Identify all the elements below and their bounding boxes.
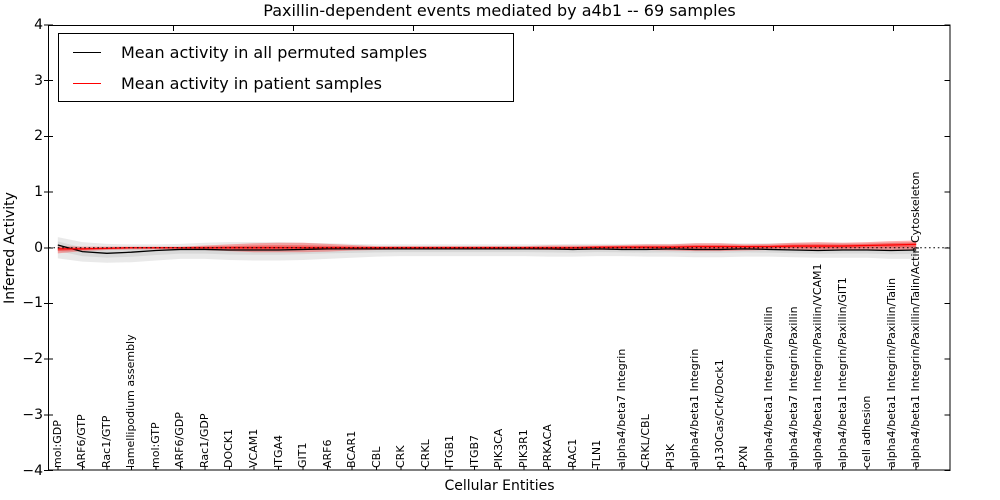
y-tick-label: −4	[22, 462, 43, 479]
x-tick-label: p130Cas/Crk/Dock1	[712, 358, 726, 468]
permuted-band-inner	[57, 241, 917, 258]
x-tick-label: ITGB1	[443, 434, 457, 468]
y-tick-label: −1	[22, 295, 43, 312]
x-tick-label: ARF6/GTP	[75, 413, 89, 468]
x-tick-label: PRKACA	[541, 423, 555, 468]
legend-entry-permuted: Mean activity in all permuted samples	[73, 37, 513, 68]
x-tick-label: alpha4/beta1 Integrin/Paxillin/VCAM1	[811, 262, 825, 468]
y-tick-label: 0	[34, 239, 43, 256]
x-tick-label: RAC1	[565, 438, 579, 468]
y-tick-label: 3	[34, 72, 43, 89]
x-tick-label: alpha4/beta7 Integrin	[614, 348, 628, 468]
x-tick-label: ITGB7	[467, 434, 481, 468]
x-tick-label: BCAR1	[345, 430, 359, 468]
x-tick-label: alpha4/beta1 Integrin/Paxillin/Talin/Act…	[909, 170, 923, 468]
x-tick-label: alpha4/beta1 Integrin/Paxillin/GIT1	[835, 276, 849, 468]
x-tick-label: CBL	[369, 446, 383, 468]
y-tick-label: 1	[34, 184, 43, 201]
x-tick-label: alpha4/beta1 Integrin	[688, 348, 702, 468]
patient-band-inner	[57, 242, 917, 252]
x-tick-label: Rac1/GTP	[99, 415, 113, 468]
chart-title: Paxillin-dependent events mediated by a4…	[263, 1, 736, 20]
x-tick-label: ITGA4	[271, 434, 285, 468]
x-tick-label: alpha4/beta1 Integrin/Paxillin	[762, 305, 776, 468]
legend-label-permuted: Mean activity in all permuted samples	[121, 42, 428, 62]
x-tick-label: CRK	[394, 444, 408, 468]
x-tick-label: PXN	[737, 445, 751, 468]
legend-line-permuted-icon	[73, 51, 101, 53]
x-tick-label: PIK3R1	[516, 428, 530, 468]
legend-entry-patient: Mean activity in patient samples	[73, 68, 513, 99]
x-tick-label: ARF6	[320, 439, 334, 468]
y-tick-label: −2	[22, 351, 43, 368]
patient-mean-line	[57, 243, 917, 250]
x-tick-label: ARF6/GDP	[173, 411, 187, 468]
legend-label-patient: Mean activity in patient samples	[121, 73, 382, 93]
y-tick-label: 4	[34, 17, 43, 33]
x-tick-label: CRKL	[418, 438, 432, 468]
x-tick-label: mol:GTP	[148, 421, 162, 468]
x-tick-label: VCAM1	[247, 428, 260, 468]
x-tick-label: CRKL/CBL	[639, 413, 653, 468]
x-tick-label: GIT1	[296, 442, 310, 468]
x-tick-label: lamellipodium assembly	[124, 333, 138, 468]
x-tick-label: alpha4/beta7 Integrin/Paxillin	[786, 305, 800, 468]
x-tick-label: PIK3CA	[492, 428, 506, 468]
permuted-mean-line	[57, 244, 917, 254]
x-tick-label: TLN1	[590, 439, 604, 468]
x-tick-label: DOCK1	[222, 428, 236, 468]
plot-border	[47, 24, 951, 471]
x-axis-label: Cellular Entities	[444, 478, 555, 494]
x-tick-label: cell adhesion	[860, 395, 874, 468]
y-tick-label: −3	[22, 406, 43, 423]
x-tick-label: PI3K	[663, 443, 677, 468]
legend: Mean activity in all permuted samples Me…	[58, 33, 514, 102]
x-tick-label: alpha4/beta1 Integrin/Paxillin/Talin	[884, 277, 898, 468]
y-tick-label: 2	[34, 128, 43, 145]
x-tick-label: Rac1/GDP	[197, 412, 211, 468]
permuted-band-outer	[57, 237, 917, 263]
x-tick-label: mol:GDP	[50, 419, 64, 468]
legend-line-patient-icon	[73, 82, 101, 84]
